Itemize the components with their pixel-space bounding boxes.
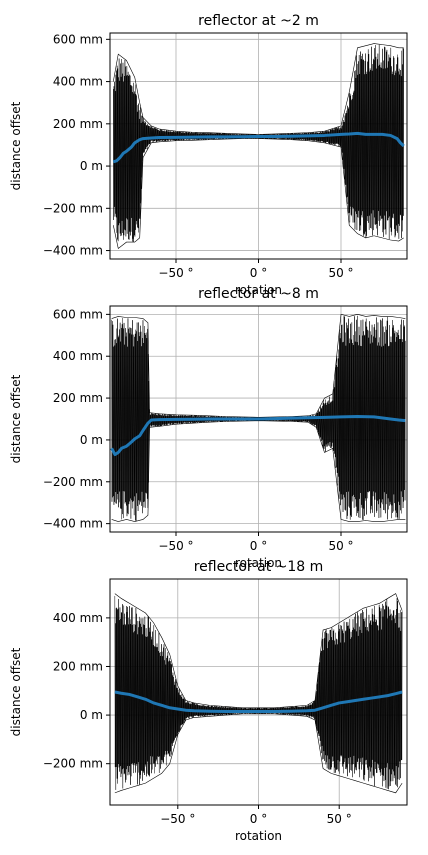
y-tick-label: 200 mm [53, 391, 103, 405]
x-tick-label: 50 ° [328, 266, 353, 280]
y-tick-label: 400 mm [53, 75, 103, 89]
x-axis-label: rotation [235, 283, 282, 297]
mean-line [110, 414, 406, 457]
chart-title: reflector at ~8 m [198, 286, 319, 302]
x-tick-label: 50 ° [327, 812, 352, 826]
y-tick-label: −400 mm [43, 517, 103, 531]
subplot-3: −50 ° 0 ° 50 ° 400 mm 200 mm 0 m −200 mm rotati… [9, 559, 408, 843]
x-axis-label: rotation [235, 556, 282, 570]
data-layer [114, 593, 403, 794]
y-tick-label: −200 mm [43, 757, 103, 771]
y-tick-label: 0 m [80, 708, 103, 722]
chart-title: reflector at ~2 m [198, 13, 319, 29]
data-layer [112, 43, 405, 249]
envelope-lower [114, 713, 403, 794]
mean-line [114, 690, 403, 713]
subplot-2: −50 ° 0 ° 50 ° 600 mm 400 mm 200 mm 0 m −200 mm… [9, 286, 408, 570]
envelope-lower [113, 138, 404, 249]
x-axis-label: rotation [235, 829, 282, 843]
data-layer [110, 313, 406, 522]
y-tick-label: 400 mm [53, 611, 103, 625]
y-tick-label: −400 mm [43, 244, 103, 258]
x-tick-label: 0 ° [250, 812, 267, 826]
envelope-lower [111, 420, 406, 522]
envelope-upper [111, 313, 406, 418]
y-tick-label: 0 m [80, 159, 103, 173]
x-tick-label: 50 ° [328, 539, 353, 553]
y-axis-label: distance offset [9, 101, 23, 190]
x-tick-label: 0 ° [250, 266, 267, 280]
subplot-1: −50 ° 0 ° 50 ° 600 mm 400 mm 200 mm 0 m −200 mm… [9, 13, 408, 297]
noise-trace [113, 44, 404, 242]
y-tick-label: 600 mm [53, 307, 103, 321]
x-tick-label: 0 ° [250, 539, 267, 553]
envelope-upper [113, 43, 404, 135]
envelope-upper [114, 593, 403, 709]
y-tick-label: 200 mm [53, 659, 103, 673]
y-tick-label: 400 mm [53, 349, 103, 363]
y-axis-label: distance offset [9, 374, 23, 463]
grid [110, 33, 407, 259]
x-tick-label: −50 ° [160, 812, 195, 826]
mean-line [112, 131, 405, 164]
x-tick-label: −50 ° [158, 266, 193, 280]
y-tick-label: 600 mm [53, 32, 103, 46]
y-tick-label: 0 m [80, 433, 103, 447]
y-tick-label: 200 mm [53, 117, 103, 131]
y-tick-label: −200 mm [43, 201, 103, 215]
chart-title: reflector at ~18 m [194, 559, 324, 575]
y-tick-label: −200 mm [43, 475, 103, 489]
x-tick-label: −50 ° [158, 539, 193, 553]
y-axis-label: distance offset [9, 647, 23, 736]
